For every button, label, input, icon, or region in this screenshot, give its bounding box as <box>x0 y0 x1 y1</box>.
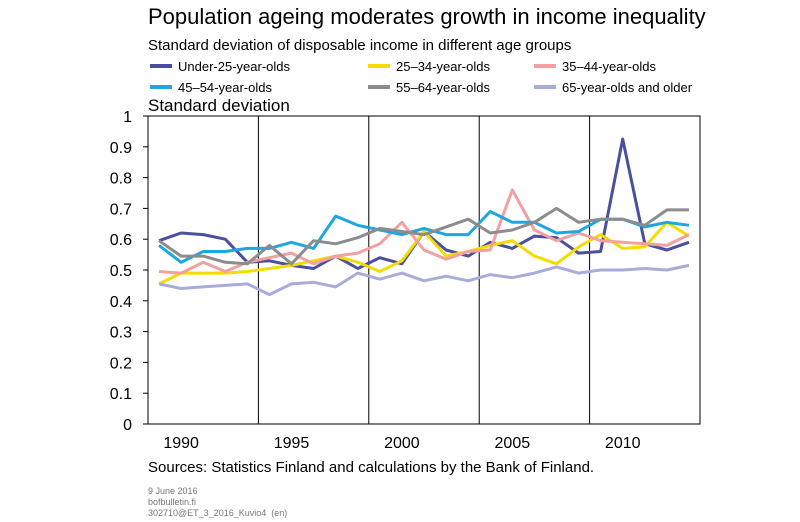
chart-legend: Under-25-year-olds 25–34-year-olds 35–44-y… <box>150 56 710 98</box>
legend-label: 25–34-year-olds <box>396 58 490 74</box>
y-tick-label: 0.5 <box>110 263 132 280</box>
footer-code: 302710@ET_3_2016_Kuvio4 (en) <box>148 508 287 518</box>
source-note: Sources: Statistics Finland and calculat… <box>148 459 595 476</box>
y-tick-label: 0 <box>123 417 132 434</box>
footer-site: bofbulletin.fi <box>148 497 197 507</box>
legend-swatch <box>150 85 172 89</box>
x-tick-label: 2010 <box>605 435 641 452</box>
y-tick-label: 0.4 <box>110 294 132 311</box>
y-tick-label: 0.8 <box>110 171 132 188</box>
y-tick-label: 0.1 <box>110 386 132 403</box>
legend-label: 35–44-year-olds <box>562 58 656 74</box>
legend-item: 55–64-year-olds <box>368 77 490 97</box>
series-line-6 <box>158 263 690 297</box>
y-tick-label: 0.7 <box>110 201 132 218</box>
legend-swatch <box>368 85 390 89</box>
legend-item: 25–34-year-olds <box>368 56 490 76</box>
chart-title: Population ageing moderates growth in in… <box>148 4 706 29</box>
legend-item: 45–54-year-olds <box>150 77 272 97</box>
legend-swatch <box>534 64 556 68</box>
legend-swatch <box>534 85 556 89</box>
y-tick-label: 1 <box>123 109 132 126</box>
x-tick-label: 2005 <box>495 435 531 452</box>
legend-label: 45–54-year-olds <box>178 79 272 95</box>
legend-item: 35–44-year-olds <box>534 56 656 76</box>
x-tick-label: 2000 <box>384 435 420 452</box>
y-tick-label: 0.9 <box>110 140 132 157</box>
series-line-2 <box>158 220 690 286</box>
series-line-5 <box>158 206 689 266</box>
legend-item: Under-25-year-olds <box>150 56 290 76</box>
legend-label: Under-25-year-olds <box>178 58 290 74</box>
y-tick-label: 0.6 <box>110 232 132 249</box>
x-tick-label: 1995 <box>274 435 310 452</box>
y-tick-label: 0.2 <box>110 355 132 372</box>
legend-swatch <box>368 64 390 68</box>
footer-date: 9 June 2016 <box>148 486 198 496</box>
chart-subtitle: Standard deviation of disposable income … <box>148 37 572 54</box>
footer-code-id: 302710@ET_3_2016_Kuvio4 <box>148 508 267 518</box>
footer-lang: (en) <box>271 508 288 518</box>
legend-swatch <box>150 64 172 68</box>
legend-item: 65-year-olds and older <box>534 77 692 97</box>
y-axis-label: Standard deviation <box>148 96 290 115</box>
legend-label: 55–64-year-olds <box>396 79 490 95</box>
legend-label: 65-year-olds and older <box>562 79 693 95</box>
x-tick-label: 1990 <box>163 435 199 452</box>
y-tick-label: 0.3 <box>110 325 132 342</box>
